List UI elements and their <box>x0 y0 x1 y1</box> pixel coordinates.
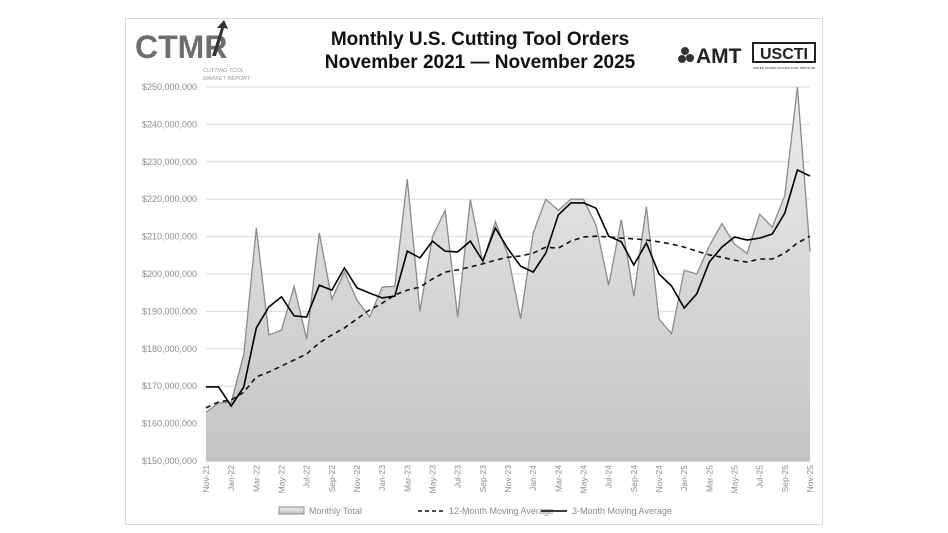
x-tick-label: Mar-25 <box>704 465 714 492</box>
chart-title: Monthly U.S. Cutting Tool Orders Novembe… <box>300 28 660 74</box>
x-tick-label: Jan-24 <box>528 465 538 491</box>
x-tick-label: Jan-23 <box>377 465 387 491</box>
x-tick-label: Sep-24 <box>629 465 639 493</box>
x-tick-label: Nov-21 <box>201 465 211 493</box>
x-tick-label: Jul-22 <box>302 465 312 488</box>
x-tick-label: Mar-24 <box>553 465 563 492</box>
ctmr-logo: CTMR CUTTING TOOL MARKET REPORT <box>135 20 251 82</box>
title-line-2: November 2021 — November 2025 <box>324 52 636 73</box>
monthly-total-line <box>205 86 811 413</box>
legend: Monthly Total 12-Month Moving Average 3-Mo… <box>278 506 672 516</box>
y-tick-label: $160,000,000 <box>142 419 197 429</box>
x-tick-label: Jul-24 <box>604 465 614 488</box>
y-tick-label: $230,000,000 <box>142 157 197 167</box>
legend-label-ma12: 12-Month Moving Average <box>449 506 554 516</box>
ctmr-sub1: CUTTING TOOL <box>203 68 244 74</box>
x-tick-label: Nov-24 <box>654 465 664 493</box>
y-tick-label: $240,000,000 <box>142 119 197 129</box>
usc-logo-sub: UNITED STATES CUTTING TOOL INSTITUTE <box>753 66 816 70</box>
x-tick-label: Jan-25 <box>679 465 689 491</box>
x-tick-label: Sep-25 <box>780 465 790 493</box>
amt-logo-text: AMT <box>696 45 742 68</box>
y-tick-label: $180,000,000 <box>142 344 197 354</box>
legend-swatch-monthly-total <box>278 506 305 515</box>
x-tick-label: May-22 <box>277 465 287 494</box>
amt-usct-logo: AMT USCTI UNITED STATES CUTTING TOOL INS… <box>678 42 816 70</box>
ctmr-logo-text: CTMR <box>135 29 227 65</box>
amt-emblem-icon <box>678 47 694 63</box>
ma3-line <box>206 168 811 408</box>
legend-label-monthly-total: Monthly Total <box>309 506 362 516</box>
x-tick-label: Nov-25 <box>805 465 815 493</box>
y-tick-label: $150,000,000 <box>142 456 197 466</box>
x-tick-label: Nov-23 <box>503 465 513 493</box>
ctmr-sub2: MARKET REPORT <box>203 76 251 82</box>
x-tick-label: May-25 <box>730 465 740 494</box>
y-tick-label: $250,000,000 <box>142 82 197 92</box>
x-tick-label: Sep-23 <box>478 465 488 493</box>
x-tick-label: May-23 <box>428 465 438 494</box>
arrow-icon <box>212 20 228 56</box>
x-tick-label: Jan-22 <box>226 465 236 491</box>
x-tick-label: Jul-23 <box>453 465 463 488</box>
y-tick-label: $200,000,000 <box>142 269 197 279</box>
x-tick-label: Sep-22 <box>327 465 337 493</box>
usc-box <box>752 42 816 63</box>
x-tick-label: Nov-22 <box>352 465 362 493</box>
y-tick-label: $190,000,000 <box>142 306 197 316</box>
y-tick-label: $170,000,000 <box>142 381 197 391</box>
y-tick-label: $220,000,000 <box>142 194 197 204</box>
x-tick-label: Jul-25 <box>755 465 765 488</box>
ma12-line <box>205 235 811 409</box>
x-tick-label: Mar-22 <box>251 465 261 492</box>
x-tick-label: Mar-23 <box>402 465 412 492</box>
y-tick-label: $210,000,000 <box>142 232 197 242</box>
title-line-1: Monthly U.S. Cutting Tool Orders <box>330 29 630 50</box>
monthly-total-area <box>206 87 810 461</box>
legend-label-ma3: 3-Month Moving Average <box>572 506 672 516</box>
x-tick-label: May-24 <box>579 465 589 494</box>
usc-logo-text: USCTI <box>760 46 808 63</box>
